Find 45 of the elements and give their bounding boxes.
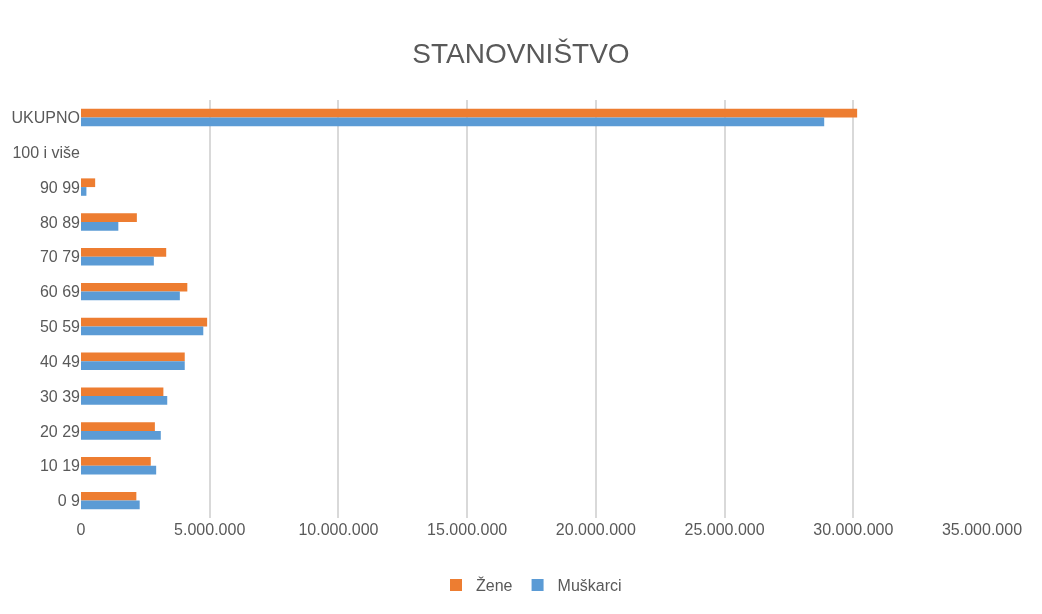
bar — [81, 352, 185, 362]
bar — [81, 361, 185, 370]
bar — [81, 500, 140, 510]
y-tick-label: UKUPNO — [11, 109, 80, 127]
bar — [81, 187, 87, 196]
bar — [81, 317, 208, 327]
y-tick-label: 60 69 — [39, 283, 81, 301]
bar — [81, 108, 858, 118]
bar — [81, 457, 151, 466]
bar — [81, 491, 137, 501]
x-tick-label: 35.000.000 — [941, 521, 1023, 538]
bar — [81, 326, 204, 336]
x-tick-label: 30.000.000 — [813, 521, 894, 538]
y-tick-label: 0 9 — [57, 492, 81, 510]
y-tick-label: 40 49 — [39, 352, 81, 370]
x-tick-label: 15.000.000 — [427, 521, 508, 538]
y-tick-label: 70 79 — [39, 248, 81, 266]
bar — [81, 256, 154, 266]
bar — [81, 117, 825, 127]
bar — [81, 213, 137, 222]
x-tick-label: 0 — [76, 521, 86, 538]
x-tick-label: 20.000.000 — [555, 521, 636, 538]
y-tick-label: 30 39 — [39, 387, 81, 405]
bar — [81, 422, 155, 431]
y-tick-label: 50 59 — [39, 318, 81, 336]
bar — [81, 282, 188, 292]
bar — [81, 291, 180, 301]
bar — [81, 430, 161, 440]
y-tick-label: 10 19 — [39, 457, 81, 475]
bar — [81, 221, 119, 231]
bar — [81, 387, 164, 397]
bar — [81, 396, 168, 405]
chart-title: STANOVNIŠTVO — [412, 37, 630, 69]
y-tick-label: 100 i više — [12, 143, 81, 161]
y-tick-label: 90 99 — [39, 178, 81, 196]
bar — [81, 465, 157, 475]
x-tick-label: 5.000.000 — [174, 521, 246, 538]
bar — [81, 248, 167, 257]
y-tick-label: 80 89 — [39, 213, 81, 231]
bar — [81, 178, 96, 188]
legend-label: Žene — [476, 576, 513, 595]
y-tick-label: 20 29 — [39, 422, 81, 440]
legend-label: Muškarci — [557, 577, 622, 595]
x-tick-label: 10.000.000 — [298, 521, 379, 538]
x-tick-label: 25.000.000 — [684, 521, 765, 538]
